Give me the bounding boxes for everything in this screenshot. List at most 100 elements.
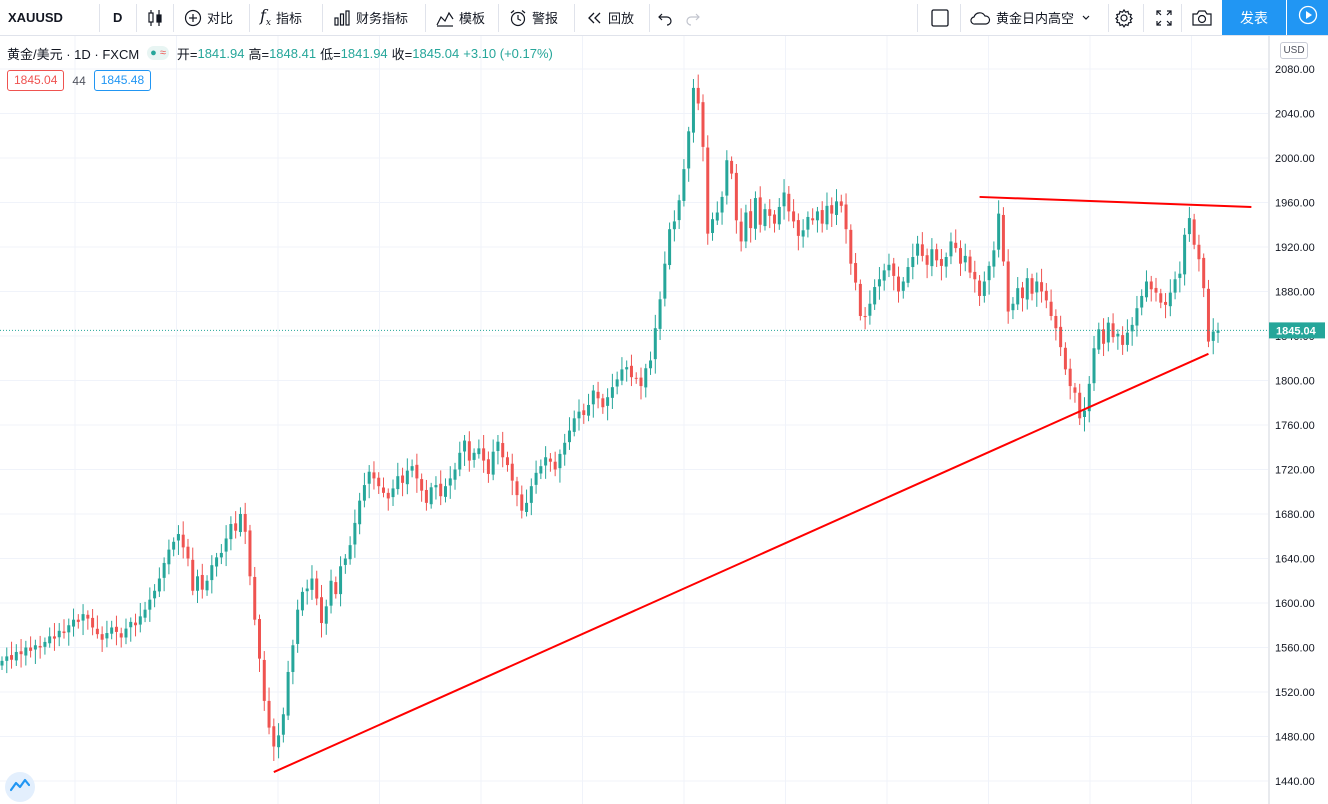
candle-body [839, 201, 843, 206]
currency-badge[interactable]: USD [1280, 42, 1308, 59]
chart-style-button[interactable] [146, 0, 164, 35]
candle-body [396, 476, 400, 490]
candle-body [830, 205, 834, 214]
undo-button[interactable] [656, 0, 674, 35]
candle-body [300, 591, 304, 611]
candle-body [238, 514, 242, 533]
price-chart[interactable]: 1440.00 1480.00 1520.00 1560.00 1600.00 1640.… [0, 36, 1328, 804]
candle-body [939, 259, 943, 266]
candle-body [353, 522, 357, 545]
candle-body [582, 410, 586, 415]
financials-label: 财务指标 [356, 11, 409, 26]
candle-body [1011, 303, 1015, 311]
interval-label: D [113, 10, 123, 25]
candle-body [186, 546, 190, 559]
candle-body [91, 617, 95, 628]
candle-body [639, 377, 643, 387]
candle-body [181, 534, 185, 548]
candle-body [1116, 333, 1120, 337]
candle-body [472, 452, 476, 460]
price-tick-label: 1960.00 [1275, 198, 1315, 210]
price-axis[interactable]: 1440.00 1480.00 1520.00 1560.00 1600.00 1640.… [1268, 36, 1325, 804]
toolbar-divider [1181, 4, 1182, 32]
toolbar-divider [498, 4, 499, 32]
legend-title[interactable]: 黄金/美元 · 1D · FXCM [7, 46, 140, 62]
publish-button[interactable]: 发表 [1222, 0, 1286, 35]
candle-body [1149, 281, 1153, 290]
candle-body [286, 671, 290, 716]
candle-body [501, 443, 505, 458]
candle-body [982, 281, 986, 296]
candle-body [57, 630, 61, 638]
redo-button[interactable] [684, 0, 702, 35]
candle-body [62, 631, 66, 634]
sell-price-button[interactable]: 1845.04 [7, 70, 65, 91]
candle-body [978, 280, 982, 296]
candle-body [529, 486, 533, 503]
candle-body [14, 651, 18, 661]
candle-body [324, 606, 328, 624]
settings-button[interactable] [1114, 0, 1134, 35]
candle-body [992, 250, 996, 267]
toolbar-divider [574, 4, 575, 32]
candle-body [958, 248, 962, 264]
candle-body [911, 257, 915, 268]
interval-button[interactable]: D [113, 0, 122, 35]
candle-body [67, 625, 71, 633]
toolbar-divider [249, 4, 250, 32]
indicators-button[interactable]: fx 指标 [260, 0, 302, 35]
play-button[interactable] [1287, 0, 1328, 35]
buy-price-button[interactable]: 1845.48 [93, 70, 152, 91]
candle-body [196, 576, 200, 591]
candle-body [367, 471, 371, 484]
candle-body [348, 545, 352, 560]
candle-body [806, 216, 810, 230]
snapshot-button[interactable] [1191, 0, 1213, 35]
candle-body [1006, 261, 1010, 312]
symbol-search-button[interactable]: XAUUSD [8, 0, 63, 35]
fullscreen-layout-button[interactable] [930, 0, 950, 35]
candle-body [811, 218, 815, 221]
candle-body [267, 700, 271, 728]
candle-body [1216, 330, 1220, 333]
candle-body [677, 200, 681, 221]
templates-button[interactable]: 模板 [436, 0, 485, 35]
candle-body [486, 459, 490, 474]
candle-body [24, 647, 28, 656]
candle-body [496, 441, 500, 452]
chart-grid [0, 36, 1268, 804]
candle-body [248, 530, 252, 577]
camera-icon [1191, 9, 1213, 27]
replay-button[interactable]: 回放 [585, 0, 634, 35]
candle-body [596, 391, 600, 399]
expand-icon [1155, 9, 1173, 27]
candle-body [1040, 282, 1044, 292]
candle-body [563, 442, 567, 455]
candle-body [777, 206, 781, 225]
compare-button[interactable]: 对比 [184, 0, 233, 35]
redo-icon [684, 9, 702, 27]
candle-body [415, 464, 419, 479]
toolbar-divider [99, 4, 100, 32]
candle-body [215, 557, 219, 567]
candle-body [877, 279, 881, 287]
candle-body [1130, 324, 1134, 332]
tradingview-logo[interactable] [5, 772, 35, 802]
candle-body [0, 660, 4, 666]
candle-body [134, 622, 138, 626]
low-label: 低= [320, 46, 341, 62]
candle-body [200, 574, 204, 590]
candle-body [672, 221, 676, 230]
candle-body [1092, 348, 1096, 384]
layout-menu-button[interactable]: 黄金日内高空 [969, 0, 1091, 35]
candle-body [119, 633, 123, 638]
alert-button[interactable]: 警报 [509, 0, 558, 35]
trendlines[interactable] [0, 195, 1268, 774]
fullscreen-button[interactable] [1155, 0, 1173, 35]
trendline-resistance [979, 195, 1252, 208]
financials-button[interactable]: 财务指标 [333, 0, 408, 35]
candle-body [129, 621, 133, 628]
candle-body [52, 636, 56, 639]
candle-body [644, 368, 648, 388]
candle-body [262, 659, 266, 701]
